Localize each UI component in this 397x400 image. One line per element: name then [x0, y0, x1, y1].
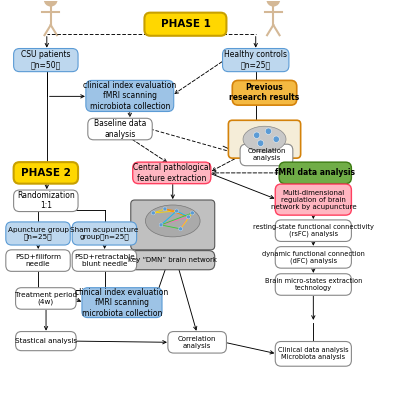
Text: Previous
research results: Previous research results	[229, 83, 300, 102]
Text: PHASE 2: PHASE 2	[21, 168, 71, 178]
Text: dynamic functional connection
(dFC) analysis: dynamic functional connection (dFC) anal…	[262, 251, 365, 264]
Text: Multi-dimensional
regulation of brain
network by acupuncture: Multi-dimensional regulation of brain ne…	[270, 190, 356, 210]
Ellipse shape	[145, 205, 200, 237]
Circle shape	[267, 0, 279, 6]
Text: PHASE 1: PHASE 1	[160, 19, 210, 29]
FancyBboxPatch shape	[279, 162, 351, 184]
FancyBboxPatch shape	[240, 144, 293, 166]
FancyBboxPatch shape	[82, 288, 162, 318]
Text: PSD+filiform
needle: PSD+filiform needle	[15, 254, 61, 267]
Text: Correlation
analysis: Correlation analysis	[178, 336, 216, 349]
Text: key “DMN” brain network: key “DMN” brain network	[128, 257, 217, 263]
Circle shape	[273, 136, 279, 142]
Text: clinical index evaluation
fMRI scanning
microbiota collection: clinical index evaluation fMRI scanning …	[83, 81, 176, 111]
Ellipse shape	[243, 126, 286, 152]
FancyBboxPatch shape	[275, 247, 351, 268]
FancyBboxPatch shape	[131, 251, 215, 270]
Text: Central pathological
feature extraction: Central pathological feature extraction	[133, 163, 211, 182]
Text: resting-state functional connectivity
(rsFC) analysis: resting-state functional connectivity (r…	[253, 224, 374, 238]
FancyBboxPatch shape	[13, 48, 78, 72]
Text: Correlation
analysis: Correlation analysis	[247, 148, 286, 162]
Text: Stastical analysis: Stastical analysis	[15, 338, 77, 344]
Text: Clinical data analysis
Microbiota analysis: Clinical data analysis Microbiota analys…	[278, 347, 349, 360]
Circle shape	[265, 128, 272, 134]
Circle shape	[190, 211, 194, 215]
Text: CSU patients
（n=50）: CSU patients （n=50）	[21, 50, 71, 70]
Text: clinical index evaluation
fMRI scanning
microbiota collection: clinical index evaluation fMRI scanning …	[75, 288, 169, 318]
Text: PSD+retractable
blunt needle: PSD+retractable blunt needle	[74, 254, 135, 267]
FancyBboxPatch shape	[6, 222, 70, 245]
FancyBboxPatch shape	[232, 80, 297, 105]
Circle shape	[151, 211, 155, 215]
FancyBboxPatch shape	[275, 274, 351, 295]
Text: fMRI data analysis: fMRI data analysis	[275, 168, 355, 177]
FancyBboxPatch shape	[15, 332, 76, 351]
Text: Brain micro-states extraction
technology: Brain micro-states extraction technology	[265, 278, 362, 291]
FancyBboxPatch shape	[228, 120, 301, 158]
Text: Sham acupuncture
group（n=25）: Sham acupuncture group（n=25）	[70, 227, 139, 240]
Text: Healthy controls
（n=25）: Healthy controls （n=25）	[224, 50, 287, 70]
FancyBboxPatch shape	[13, 162, 78, 184]
Circle shape	[159, 223, 163, 227]
Circle shape	[163, 207, 167, 211]
Circle shape	[258, 140, 264, 146]
FancyBboxPatch shape	[88, 118, 152, 140]
FancyBboxPatch shape	[15, 288, 76, 309]
Circle shape	[179, 227, 183, 231]
FancyBboxPatch shape	[131, 200, 215, 250]
Text: Treatment period
(4w): Treatment period (4w)	[15, 292, 77, 305]
Circle shape	[254, 132, 260, 138]
FancyBboxPatch shape	[72, 250, 137, 271]
Text: Baseline data
analysis: Baseline data analysis	[94, 119, 146, 139]
FancyBboxPatch shape	[275, 184, 351, 215]
FancyBboxPatch shape	[6, 250, 70, 271]
FancyBboxPatch shape	[275, 342, 351, 366]
FancyBboxPatch shape	[86, 80, 174, 112]
FancyBboxPatch shape	[223, 48, 289, 72]
Circle shape	[175, 209, 179, 213]
Circle shape	[187, 215, 190, 219]
Text: Randomization
1:1: Randomization 1:1	[17, 191, 75, 210]
FancyBboxPatch shape	[72, 222, 137, 245]
Text: Apuncture group
（n=25）: Apuncture group （n=25）	[8, 227, 69, 240]
FancyBboxPatch shape	[145, 13, 226, 36]
FancyBboxPatch shape	[133, 162, 211, 184]
FancyBboxPatch shape	[13, 190, 78, 212]
Circle shape	[44, 0, 57, 6]
FancyBboxPatch shape	[168, 332, 226, 353]
FancyBboxPatch shape	[275, 220, 351, 242]
